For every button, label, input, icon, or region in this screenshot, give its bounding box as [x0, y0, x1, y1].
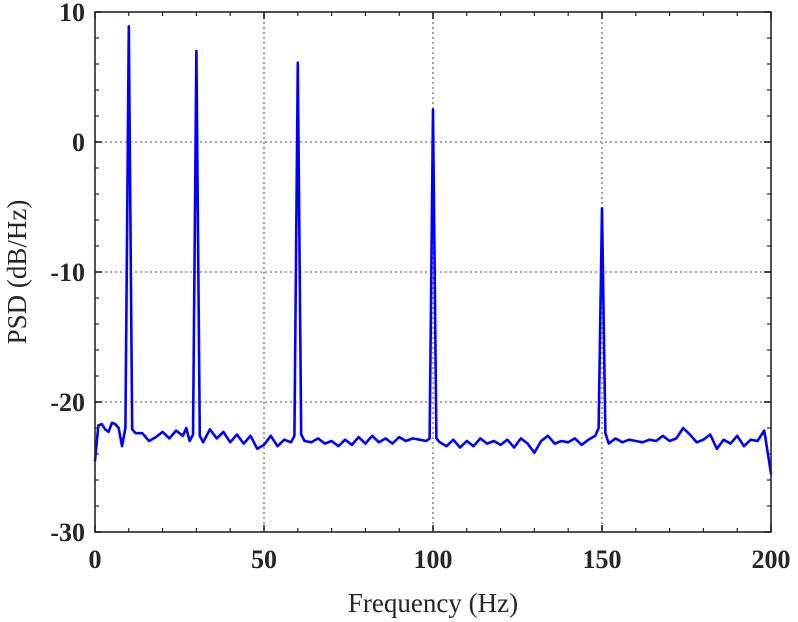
- x-tick-label: 0: [89, 545, 102, 574]
- x-tick-label: 200: [752, 545, 791, 574]
- y-tick-labels: -30 -20 -10 0 10: [50, 0, 85, 547]
- x-tick-label: 50: [251, 545, 277, 574]
- x-axis-label: Frequency (Hz): [348, 588, 518, 618]
- y-axis-label: PSD (dB/Hz): [2, 200, 32, 345]
- y-tick-label: -10: [50, 258, 85, 287]
- x-tick-label: 150: [583, 545, 622, 574]
- y-tick-label: -30: [50, 518, 85, 547]
- series-group: [93, 24, 773, 475]
- tick-marks: [94, 11, 772, 533]
- psd-series-line: [93, 24, 773, 475]
- y-tick-label: 10: [59, 0, 85, 27]
- y-tick-label: 0: [72, 128, 85, 157]
- x-tick-label: 100: [414, 545, 453, 574]
- y-tick-label: -20: [50, 388, 85, 417]
- x-tick-labels: 0 50 100 150 200: [89, 545, 791, 574]
